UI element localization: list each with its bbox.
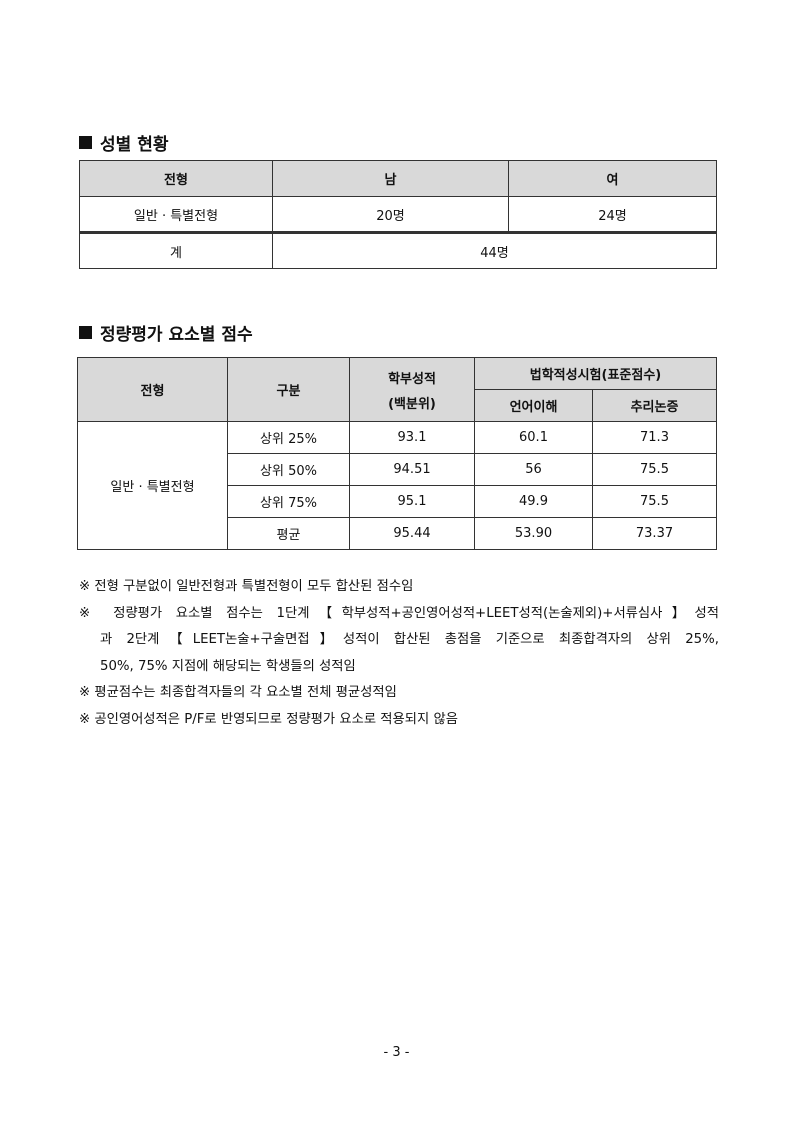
cell: 44명	[272, 231, 717, 269]
cell: 일반 · 특별전형	[77, 421, 228, 550]
note: ※ 평균점수는 최종합격자들의 각 요소별 전체 평균성적임	[79, 685, 397, 700]
cell: 56	[474, 453, 593, 486]
header-cell: 구분	[227, 357, 350, 422]
header-cell: 학부성적 (백분위)	[349, 357, 475, 422]
cell: 20명	[272, 196, 509, 233]
header-cell: 여	[508, 160, 717, 197]
cell: 75.5	[592, 453, 717, 486]
header-cell: 전형	[77, 357, 228, 422]
cell: 53.90	[474, 517, 593, 550]
header-cell: 언어이해	[474, 389, 593, 422]
cell: 상위 25%	[227, 421, 350, 454]
header-cell: 전형	[79, 160, 273, 197]
header-text: (백분위)	[388, 396, 436, 412]
section-heading-gender: 성별 현황	[79, 130, 168, 155]
header-cell: 남	[272, 160, 509, 197]
cell: 계	[79, 231, 273, 269]
heading-text: 성별 현황	[100, 135, 169, 155]
cell: 평균	[227, 517, 350, 550]
cell: 49.9	[474, 485, 593, 518]
cell: 71.3	[592, 421, 717, 454]
cell: 95.1	[349, 485, 475, 518]
page-number: - 3 -	[383, 1045, 410, 1060]
note: ※ 전형 구분없이 일반전형과 특별전형이 모두 합산된 점수임	[79, 579, 414, 594]
header-cell: 법학적성시험(표준점수)	[474, 357, 717, 390]
note: 과 2단계【LEET논술+구술면접】성적이 합산된 총점을 기준으로 최종합격자…	[100, 632, 719, 647]
cell: 94.51	[349, 453, 475, 486]
header-text: 학부성적	[388, 371, 436, 387]
cell: 93.1	[349, 421, 475, 454]
heading-text: 정량평가 요소별 점수	[100, 325, 253, 345]
header-cell: 추리논증	[592, 389, 717, 422]
cell: 60.1	[474, 421, 593, 454]
cell: 상위 75%	[227, 485, 350, 518]
gender-table: 전형 남 여 일반 · 특별전형 20명 24명 계 44명	[79, 160, 717, 269]
note: 50%, 75% 지점에 해당되는 학생들의 성적임	[100, 658, 356, 674]
section-heading-scores: 정량평가 요소별 점수	[79, 320, 253, 345]
square-bullet-icon	[79, 326, 92, 339]
cell: 일반 · 특별전형	[79, 196, 273, 233]
scores-table: 전형 구분 학부성적 (백분위) 법학적성시험(표준점수) 언어이해 추리논증 일반 · …	[77, 357, 717, 550]
note: ※ 공인영어성적은 P/F로 반영되므로 정량평가 요소로 적용되지 않음	[79, 711, 458, 727]
cell: 상위 50%	[227, 453, 350, 486]
note: ※ 정량평가 요소별 점수는 1단계【학부성적+공인영어성적+LEET성적(논술…	[79, 605, 719, 621]
cell: 95.44	[349, 517, 475, 550]
cell: 75.5	[592, 485, 717, 518]
cell: 73.37	[592, 517, 717, 550]
notes: ※ 전형 구분없이 일반전형과 특별전형이 모두 합산된 점수임 ※ 정량평가 …	[79, 574, 719, 733]
cell: 24명	[508, 196, 717, 233]
square-bullet-icon	[79, 136, 92, 149]
